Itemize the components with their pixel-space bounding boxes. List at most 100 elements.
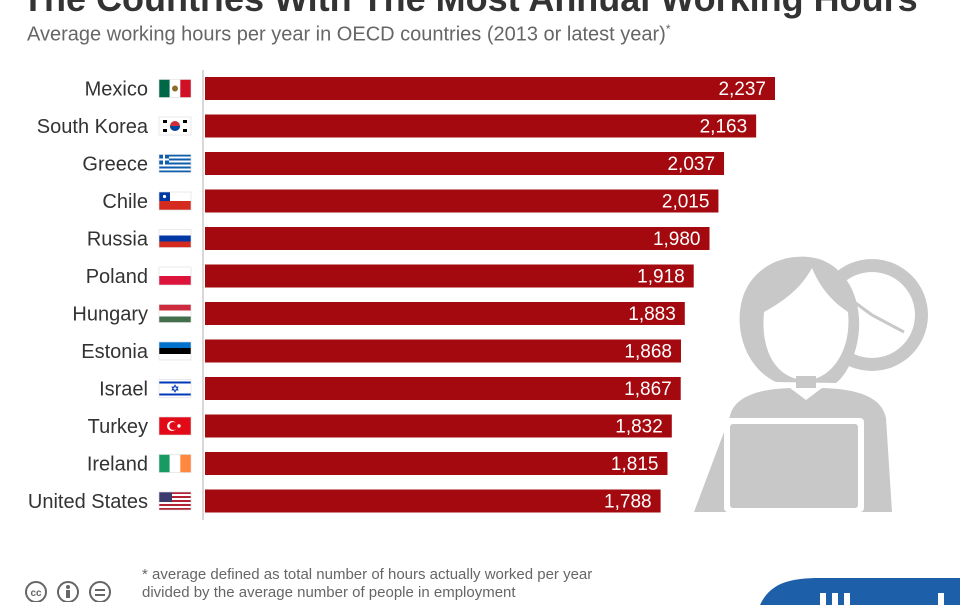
subtitle-footnote-mark: * [665,22,671,36]
flag-border [158,229,192,248]
value-label-estonia: 1,868 [624,342,672,363]
attribution-icon [57,581,79,602]
flag-part [159,494,191,496]
value-label-south-korea: 2,163 [700,117,748,138]
bar-ireland [205,452,668,475]
flag-part [159,508,191,510]
flag-part [159,162,191,165]
flag-part [159,310,191,317]
flag-part [159,342,191,348]
flag-part [159,498,191,500]
value-label-greece: 2,037 [667,154,715,175]
chile-flag-icon [158,191,192,211]
flag-border [158,304,192,323]
brand-logo-corner [760,578,960,605]
flag-part [159,79,170,98]
bar-hungary [205,302,685,325]
flag-part [159,348,191,354]
value-label-turkey: 1,832 [615,417,663,438]
flag-part [162,194,167,199]
flag-part [159,492,172,502]
bars-layer: 2,237 Mexico 2,163 South Korea 2,037 Greece 2,… [28,70,775,520]
bar-greece [205,152,725,175]
flag-part [159,158,169,161]
footnote: * average defined as total number of hou… [142,566,593,601]
category-label-estonia: Estonia [81,341,149,363]
category-label-mexico: Mexico [85,79,148,101]
bar-israel [205,377,681,400]
flag-part [180,79,191,98]
flag-part [159,502,191,504]
flag-part [159,154,191,157]
value-label-mexico: 2,237 [718,79,766,100]
flag-part [159,276,191,285]
category-label-greece: Greece [82,154,148,176]
poland-flag-icon [158,266,192,286]
chart-subtitle: Average working hours per year in OECD c… [27,22,671,47]
flag-part [159,241,191,248]
flag-part [159,156,191,159]
flag-border [158,454,192,473]
category-label-south-korea: South Korea [37,116,149,138]
mexico-flag-icon [158,79,192,98]
flag-part [159,506,191,508]
flag-part [159,267,191,276]
category-label-turkey: Turkey [88,416,148,438]
flag-part [183,120,187,123]
flag-part [163,129,167,132]
chart-title: The Countries With The Most Annual Worki… [22,0,918,20]
flag-part [159,381,191,384]
flag-part [159,158,191,161]
flag-border [158,491,192,511]
flag-part [170,126,180,131]
israel-flag-icon [158,379,192,398]
flag-part [159,354,191,360]
flag-part [159,393,191,396]
flag-part [172,85,178,92]
value-label-hungary: 1,883 [628,304,676,325]
category-label-israel: Israel [99,379,148,401]
bar-turkey [205,414,672,438]
category-label-poland: Poland [86,266,148,288]
no-derivatives-icon [89,581,111,602]
flag-part [169,454,181,473]
united-states-flag-icon [158,491,192,511]
ireland-flag-icon [158,454,192,473]
flag-part [169,422,178,430]
value-label-ireland: 1,815 [611,454,659,475]
license-icons: cc [25,581,111,602]
category-label-ireland: Ireland [87,454,148,476]
flag-border [158,266,192,286]
worker-clock-illustration [694,256,928,512]
flag-part [159,496,191,498]
russia-flag-icon [158,229,192,248]
flag-part [159,170,191,173]
bar-united-states [205,489,661,513]
subtitle-text: Average working hours per year in OECD c… [27,23,666,46]
category-label-united-states: United States [28,491,148,513]
bar-mexico [205,77,775,100]
bar-south-korea [205,114,757,138]
value-label-poland: 1,918 [637,267,685,288]
bar-russia [205,227,710,250]
flag-border [158,416,192,436]
flag-border [158,79,192,98]
laptop-icon [724,418,864,512]
hungary-flag-icon [158,304,192,323]
flag-part [159,492,191,494]
flag-border [158,379,192,398]
south-korea-flag-icon [158,116,192,136]
flag-part [183,129,187,132]
flag-part [159,166,191,169]
flag-part [159,316,191,323]
bar-estonia [205,339,681,363]
value-label-chile: 2,015 [662,192,710,213]
flag-part [163,120,167,123]
bar-chile [205,189,719,213]
flag-part [159,229,191,236]
value-label-united-states: 1,788 [604,492,652,513]
svg-text:cc: cc [30,588,42,599]
category-label-chile: Chile [102,191,148,213]
category-label-russia: Russia [87,229,149,251]
